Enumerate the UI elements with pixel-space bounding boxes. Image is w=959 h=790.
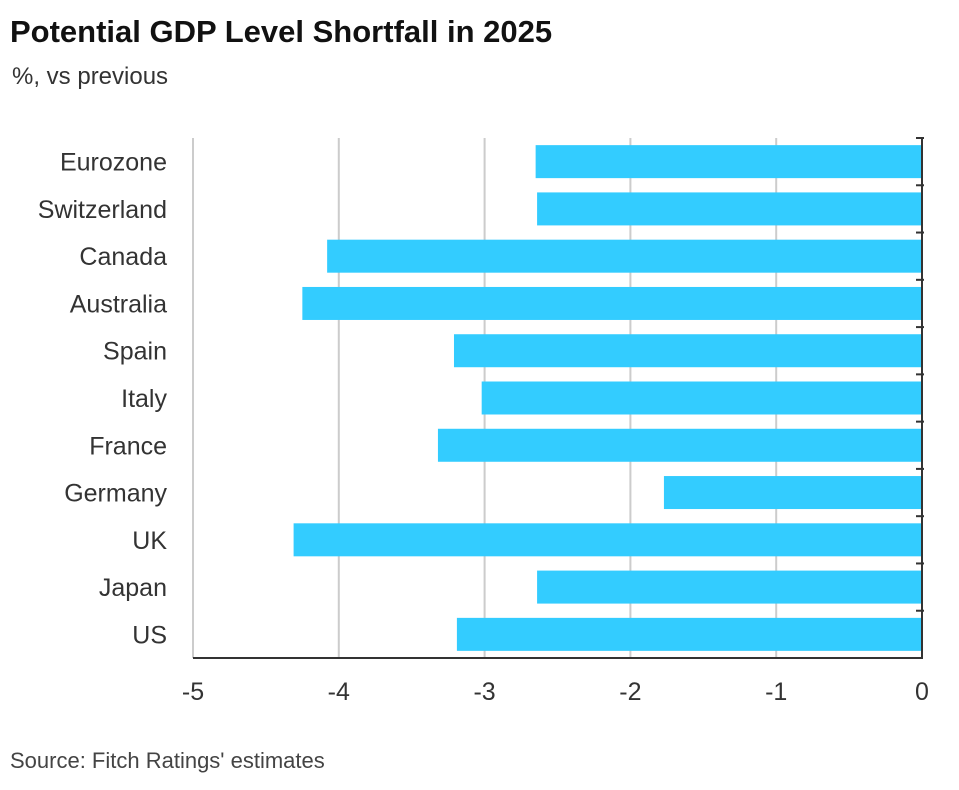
category-label: US <box>132 621 167 649</box>
category-label: Eurozone <box>60 149 167 177</box>
x-tick-label: -3 <box>473 678 495 706</box>
x-tick-label: -1 <box>765 678 787 706</box>
category-label: Japan <box>99 574 167 602</box>
bar-italy <box>481 381 922 415</box>
bar-switzerland <box>537 192 922 226</box>
chart-title: Potential GDP Level Shortfall in 2025 <box>10 14 553 49</box>
category-label: Switzerland <box>38 196 167 224</box>
category-label: Canada <box>79 243 167 271</box>
source-note: Source: Fitch Ratings' estimates <box>10 748 325 773</box>
bar-germany <box>663 476 922 510</box>
bar-france <box>437 428 922 462</box>
bar-eurozone <box>535 145 922 179</box>
category-label: UK <box>132 527 167 555</box>
category-label: Italy <box>121 385 167 413</box>
category-label: France <box>89 432 167 460</box>
category-label: Spain <box>103 338 167 366</box>
x-tick-label: 0 <box>915 678 929 706</box>
category-label: Australia <box>70 290 167 318</box>
x-tick-label: -2 <box>619 678 641 706</box>
category-label: Germany <box>64 480 167 508</box>
chart-subtitle: %, vs previous <box>12 63 169 90</box>
x-tick-label: -5 <box>182 678 204 706</box>
bar-spain <box>453 334 922 368</box>
bar-australia <box>302 286 923 320</box>
x-tick-label: -4 <box>328 678 350 706</box>
bar-uk <box>293 523 922 557</box>
bar-japan <box>537 570 922 604</box>
bar-us <box>456 617 922 651</box>
bar-canada <box>327 239 922 273</box>
